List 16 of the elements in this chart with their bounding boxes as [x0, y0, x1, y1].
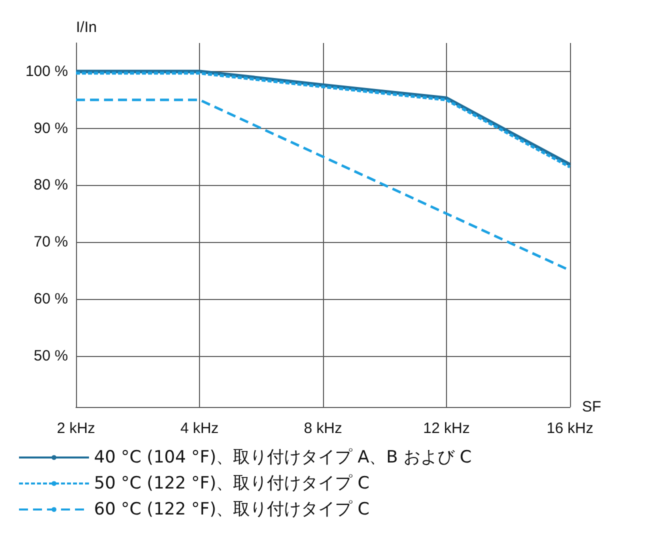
x-tick-label: 16 kHz	[546, 420, 594, 437]
y-axis-title: I/In	[76, 19, 97, 36]
y-tick-label: 100 %	[25, 62, 68, 80]
legend-label: 60 °C (122 °F)、取り付けタイプ C	[94, 500, 370, 520]
x-tick-label: 4 kHz	[180, 420, 219, 437]
y-tick-label: 90 %	[34, 120, 68, 137]
y-tick-label: 80 %	[34, 176, 68, 194]
legend-label: 40 °C (104 °F)、取り付けタイプ A、B および C	[94, 448, 472, 468]
x-tick-label: 8 kHz	[304, 420, 342, 437]
x-axis-title: SF	[582, 398, 602, 416]
y-tick-label: 60 %	[34, 290, 68, 308]
y-tick-label: 70 %	[34, 234, 68, 251]
y-tick-label: 50 %	[34, 347, 68, 364]
x-tick-label: 2 kHz	[56, 420, 96, 437]
legend-label: 50 °C (122 °F)、取り付けタイプ C	[94, 474, 370, 494]
x-tick-label: 12 kHz	[423, 420, 470, 437]
